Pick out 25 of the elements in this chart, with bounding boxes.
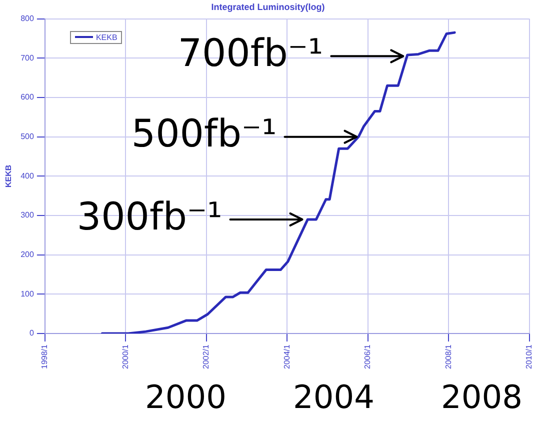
x-tick-label: 2006/1: [363, 344, 372, 369]
y-tick-label: 300: [20, 210, 34, 220]
y-tick-label: 400: [20, 171, 34, 180]
y-tick-label: 200: [20, 250, 34, 260]
x-tick-label: 1998/1: [40, 344, 50, 369]
legend-label: KEKB: [96, 32, 118, 42]
y-tick-label: 800: [20, 14, 34, 24]
x-tick-label: 2010/1: [524, 344, 534, 369]
chart-title: Integrated Luminosity(log): [211, 2, 325, 12]
annotation: 300fb⁻¹: [76, 194, 222, 238]
y-tick-label: 500: [20, 132, 34, 142]
x-tick-label: 2002/1: [202, 344, 211, 369]
y-axis-title: KEKB: [4, 164, 14, 188]
annotation: 700fb⁻¹: [178, 31, 324, 76]
text: 2008: [441, 378, 522, 416]
x-tick-label: 2004/1: [282, 344, 292, 369]
y-tick-label: 700: [20, 53, 34, 62]
annotation: 500fb⁻¹: [131, 112, 277, 156]
text: 2004: [293, 378, 374, 416]
x-tick-label: 2000/1: [120, 344, 130, 369]
y-tick-label: 0: [29, 328, 34, 338]
text: 2000: [145, 378, 226, 416]
x-tick-label: 2008/1: [444, 344, 453, 369]
y-tick-label: 100: [20, 289, 34, 298]
y-tick-label: 600: [20, 92, 34, 102]
